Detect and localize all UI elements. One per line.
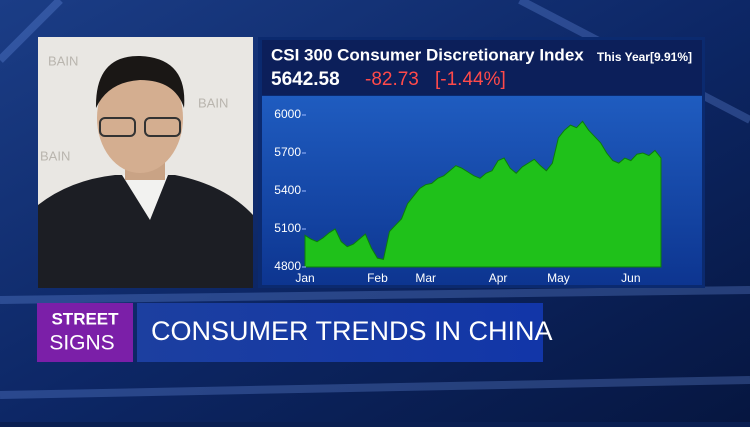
chart-header	[262, 40, 702, 95]
price-change: -82.73	[365, 69, 419, 90]
last-price: 5642.58	[271, 69, 340, 90]
logo: BAIN	[40, 148, 70, 163]
percent-change: [-1.44%]	[435, 69, 506, 90]
logo: BAIN	[198, 95, 228, 110]
x-tick-label: Feb	[367, 271, 388, 285]
x-tick-label: Jun	[621, 271, 640, 285]
video-panel: BAIN BAIN BAIN	[38, 37, 253, 288]
x-tick-label: Mar	[415, 271, 436, 285]
y-tick-label: 4800	[274, 259, 301, 273]
period-change: This Year[9.91%]	[597, 50, 692, 64]
x-tick-label: May	[547, 271, 570, 285]
chart-title: CSI 300 Consumer Discretionary Index	[271, 45, 584, 64]
show-name: SIGNS	[49, 332, 114, 355]
y-tick-label: 5100	[274, 221, 301, 235]
logo: BAIN	[48, 53, 78, 68]
y-tick-label: 6000	[274, 107, 301, 121]
y-tick-label: 5700	[274, 145, 301, 159]
y-tick-label: 5400	[274, 183, 301, 197]
show-logo	[37, 303, 133, 362]
show-name: STREET	[51, 309, 119, 328]
x-tick-label: Apr	[489, 271, 508, 285]
headline-band	[137, 303, 543, 362]
x-tick-label: Jan	[295, 271, 314, 285]
area	[304, 120, 662, 268]
headline: CONSUMER TRENDS IN CHINA	[151, 316, 553, 346]
